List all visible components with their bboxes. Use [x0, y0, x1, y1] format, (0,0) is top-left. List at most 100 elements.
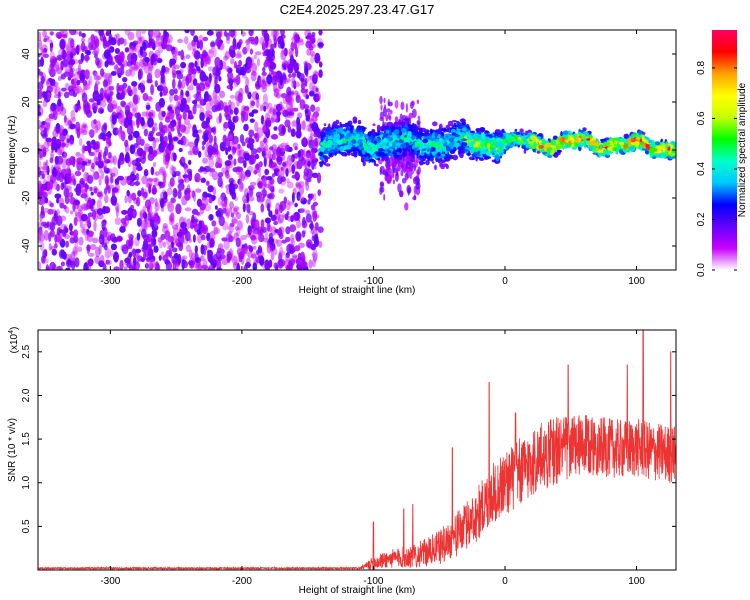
noise-blob — [185, 54, 191, 59]
signal-streak — [379, 95, 383, 105]
noise-blob — [199, 204, 205, 215]
noise-blob — [266, 221, 271, 232]
signal-streak — [413, 164, 416, 172]
noise-blob — [258, 255, 265, 266]
noise-blob — [49, 42, 53, 53]
noise-blob — [81, 203, 88, 211]
noise-blob — [206, 232, 211, 242]
noise-blob — [226, 225, 232, 231]
noise-blob — [261, 30, 268, 38]
noise-blob — [38, 151, 44, 161]
noise-blob — [291, 192, 295, 203]
noise-blob — [159, 128, 166, 137]
noise-blob — [96, 191, 103, 198]
noise-blob — [136, 232, 141, 241]
noise-blob — [87, 264, 91, 270]
noise-blob — [141, 80, 146, 86]
noise-blob — [208, 134, 214, 144]
noise-blob — [114, 63, 119, 74]
noise-blob — [261, 71, 267, 76]
noise-blob — [87, 37, 94, 46]
noise-blob — [113, 251, 119, 263]
signal-blob — [444, 158, 451, 162]
signal-blob — [623, 149, 628, 153]
noise-blob — [187, 42, 193, 51]
noise-blob — [204, 110, 210, 118]
noise-blob — [87, 212, 93, 218]
signal-streak — [387, 101, 393, 107]
noise-blob — [288, 258, 296, 267]
signal-streak — [391, 159, 396, 168]
noise-blob — [46, 139, 53, 147]
noise-blob — [260, 219, 265, 229]
noise-blob — [181, 195, 188, 206]
signal-blob — [350, 126, 354, 134]
noise-blob — [168, 216, 175, 226]
noise-blob — [173, 252, 179, 260]
noise-blob — [221, 258, 229, 266]
noise-blob — [292, 212, 298, 222]
noise-blob — [141, 150, 146, 157]
noise-blob — [209, 241, 213, 248]
noise-blob — [264, 259, 270, 270]
noise-blob — [288, 73, 292, 79]
noise-blob — [147, 178, 154, 182]
noise-blob — [128, 89, 133, 97]
figure-title: C2E4.2025.297.23.47.G17 — [280, 2, 435, 17]
noise-blob — [131, 81, 138, 87]
noise-blob — [276, 231, 282, 236]
noise-blob — [177, 189, 182, 200]
noise-blob — [195, 104, 202, 109]
noise-blob — [185, 244, 191, 253]
noise-blob — [135, 162, 142, 168]
noise-blob — [53, 81, 59, 88]
noise-blob — [39, 71, 44, 76]
noise-blob — [140, 187, 145, 197]
noise-blob — [150, 55, 154, 66]
noise-blob — [135, 172, 140, 182]
noise-blob — [250, 100, 256, 107]
noise-blob — [262, 66, 266, 73]
noise-blob — [168, 244, 173, 250]
noise-blob — [49, 51, 55, 60]
noise-blob — [196, 85, 202, 96]
noise-blob — [160, 73, 166, 85]
noise-blob — [82, 223, 86, 234]
noise-blob — [131, 47, 137, 52]
noise-blob — [86, 50, 91, 56]
noise-blob — [307, 160, 311, 167]
noise-blob — [67, 37, 74, 44]
noise-blob — [239, 179, 243, 190]
noise-blob — [104, 93, 110, 99]
noise-blob — [215, 156, 221, 166]
noise-blob — [201, 224, 209, 235]
signal-blob — [473, 133, 480, 138]
noise-blob — [309, 149, 316, 160]
noise-blob — [148, 37, 154, 47]
noise-blob — [165, 261, 173, 270]
noise-blob — [134, 251, 140, 258]
noise-blob — [270, 43, 277, 49]
noise-blob — [316, 91, 321, 102]
noise-blob — [318, 30, 323, 36]
signal-streak — [392, 179, 395, 185]
noise-blob — [169, 120, 176, 126]
noise-blob — [77, 104, 81, 111]
noise-blob — [119, 259, 124, 270]
noise-blob — [57, 235, 63, 244]
noise-blob — [182, 110, 187, 120]
noise-blob — [311, 172, 319, 178]
noise-blob — [285, 226, 291, 235]
noise-blob — [216, 267, 223, 270]
noise-blob — [140, 118, 145, 127]
noise-blob — [80, 213, 88, 222]
noise-blob — [134, 151, 141, 157]
noise-blob — [62, 59, 67, 65]
noise-blob — [290, 128, 296, 137]
noise-blob — [205, 116, 210, 125]
noise-blob — [104, 237, 110, 245]
noise-blob — [56, 67, 63, 75]
noise-blob — [239, 134, 245, 144]
noise-blob — [102, 263, 107, 270]
